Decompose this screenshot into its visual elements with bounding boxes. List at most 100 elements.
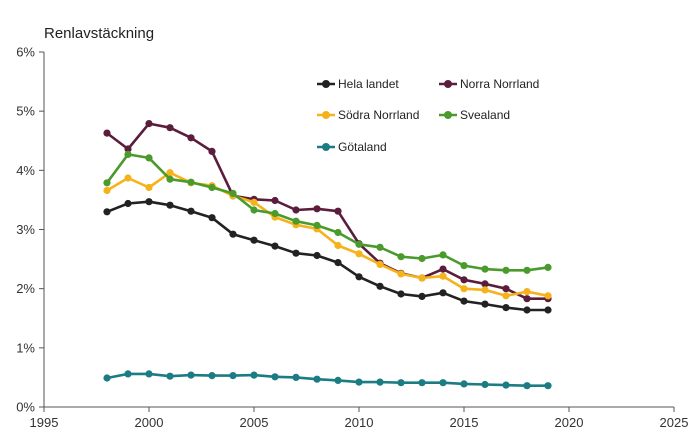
y-tick-label: 5% — [16, 104, 35, 119]
x-tick-label: 2000 — [135, 415, 164, 430]
y-tick-label: 0% — [16, 400, 35, 415]
data-point — [292, 373, 300, 381]
data-point — [250, 236, 258, 244]
data-point — [523, 288, 531, 296]
data-point — [187, 134, 195, 142]
data-point — [250, 371, 258, 379]
data-point — [145, 183, 153, 192]
data-point — [145, 370, 153, 378]
legend-marker — [444, 80, 452, 88]
data-point — [124, 145, 132, 153]
data-point — [397, 379, 405, 387]
legend-item: Hela landet — [317, 77, 399, 91]
legend-item: Norra Norrland — [439, 77, 539, 91]
data-point — [502, 266, 510, 274]
x-tick-label: 1995 — [30, 415, 59, 430]
data-point — [208, 147, 216, 155]
data-point — [124, 370, 132, 378]
data-point — [523, 266, 531, 274]
legend-marker — [444, 111, 452, 119]
series-södra-norrland — [103, 169, 552, 300]
data-point — [334, 241, 342, 250]
data-point — [334, 259, 342, 267]
data-point — [103, 129, 111, 137]
data-point — [460, 285, 468, 293]
data-point — [103, 374, 111, 382]
data-point — [166, 175, 174, 183]
data-point — [544, 263, 552, 271]
y-tick-label: 4% — [16, 163, 35, 178]
legend-label: Svealand — [460, 108, 510, 122]
legend: Hela landet Norra Norrland Södra Norrland S… — [317, 77, 539, 154]
data-point — [145, 120, 153, 128]
legend-label: Hela landet — [338, 77, 399, 91]
data-point — [208, 183, 216, 192]
data-point — [292, 217, 300, 225]
legend-marker — [322, 80, 330, 88]
data-point — [124, 150, 132, 158]
data-point — [271, 209, 279, 218]
x-tick-label: 2025 — [660, 415, 689, 430]
data-point — [355, 240, 363, 248]
data-point — [544, 306, 552, 314]
data-point — [187, 178, 195, 186]
data-point — [376, 378, 384, 386]
legend-item: Södra Norrland — [317, 108, 419, 122]
data-point — [103, 208, 111, 216]
data-point — [250, 206, 258, 214]
data-point — [313, 205, 321, 213]
data-point — [460, 380, 468, 388]
data-point — [481, 380, 489, 389]
data-point — [523, 295, 531, 303]
data-point — [208, 372, 216, 380]
data-point — [355, 273, 363, 281]
series-hela-landet — [103, 198, 552, 314]
y-tick-label: 6% — [16, 45, 35, 60]
data-point — [481, 280, 489, 288]
data-point — [376, 260, 384, 268]
legend-marker — [322, 111, 330, 119]
data-point — [271, 196, 279, 205]
x-tick-label: 2010 — [345, 415, 374, 430]
data-point — [481, 300, 489, 308]
data-point — [418, 274, 426, 282]
y-tick-label: 2% — [16, 281, 35, 296]
data-point — [229, 230, 237, 238]
data-point — [355, 250, 363, 258]
data-point — [124, 199, 132, 208]
data-point — [418, 292, 426, 300]
chart-title: Renlavstäckning — [44, 25, 154, 42]
data-point — [145, 154, 153, 162]
data-point — [145, 198, 153, 206]
legend-label: Götaland — [338, 140, 387, 154]
data-point — [397, 253, 405, 261]
data-point — [334, 228, 342, 237]
data-point — [439, 265, 447, 273]
y-tick-label: 3% — [16, 222, 35, 237]
x-tick-label: 2005 — [240, 415, 269, 430]
series-svealand — [103, 150, 552, 274]
x-tick-label: 2020 — [555, 415, 584, 430]
data-point — [376, 282, 384, 290]
series-line — [105, 372, 550, 388]
data-point — [166, 124, 174, 132]
y-tick-label: 1% — [16, 340, 35, 355]
data-point — [124, 174, 132, 182]
legend-label: Norra Norrland — [460, 77, 539, 91]
data-point — [187, 207, 195, 215]
series-götaland — [103, 370, 552, 390]
data-point — [502, 292, 510, 300]
series-line — [105, 122, 550, 301]
data-point — [418, 254, 426, 263]
data-point — [208, 214, 216, 222]
data-point — [418, 379, 426, 387]
data-point — [355, 378, 363, 386]
series-layer — [103, 120, 552, 390]
data-point — [544, 382, 552, 390]
series-line — [105, 200, 550, 312]
data-point — [103, 186, 111, 195]
series-line — [105, 171, 550, 298]
data-point — [439, 289, 447, 297]
data-point — [271, 373, 279, 381]
